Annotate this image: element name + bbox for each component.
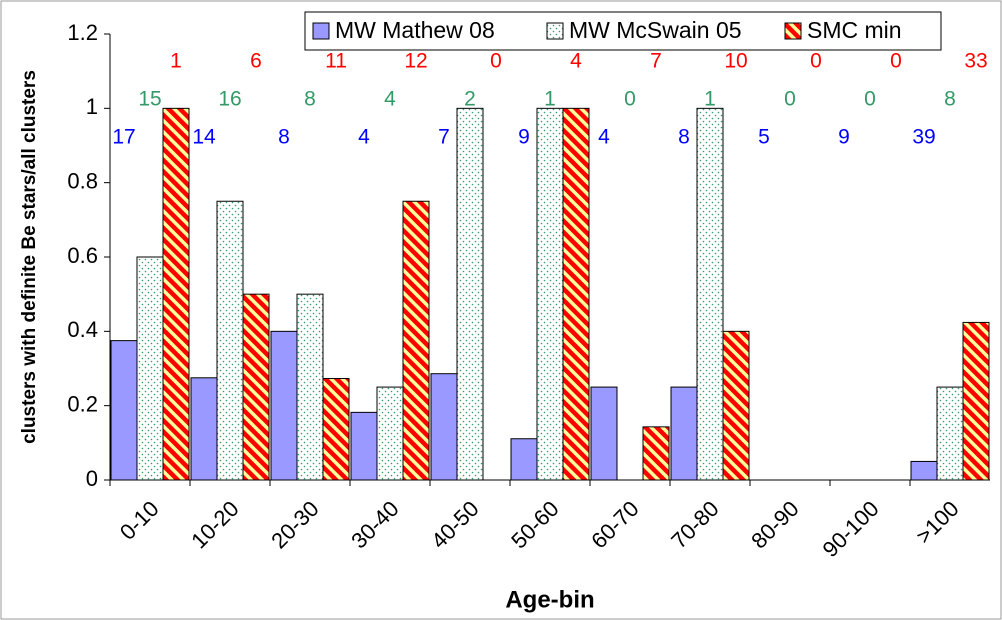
y-tick-label: 0 <box>86 466 98 491</box>
count-label: 9 <box>518 126 530 149</box>
bar <box>296 293 324 481</box>
count-label: 8 <box>304 88 316 111</box>
count-label: 4 <box>598 126 610 149</box>
count-label: 39 <box>912 126 935 149</box>
count-label: 2 <box>464 88 476 111</box>
bar <box>376 386 404 481</box>
bar <box>402 200 430 481</box>
bar <box>162 107 190 481</box>
y-tick-label: 0.4 <box>67 317 98 342</box>
bar <box>590 386 618 481</box>
count-label: 0 <box>890 50 902 73</box>
bar <box>242 293 270 481</box>
bar <box>642 426 670 481</box>
bar <box>322 378 350 481</box>
count-label: 12 <box>404 50 427 73</box>
bar <box>456 107 484 481</box>
count-label: 16 <box>218 88 241 111</box>
count-label: 8 <box>678 126 690 149</box>
bar <box>190 377 218 481</box>
bar <box>270 330 298 481</box>
y-tick-label: 0.2 <box>67 391 98 416</box>
legend-box <box>304 11 942 51</box>
count-label: 0 <box>864 88 876 111</box>
bar <box>350 411 378 481</box>
count-label: 4 <box>358 126 370 149</box>
bar <box>216 200 244 481</box>
bar <box>670 386 698 481</box>
bar <box>722 330 750 481</box>
count-label: 1 <box>544 88 556 111</box>
bar <box>562 107 590 481</box>
count-label: 1 <box>704 88 716 111</box>
count-label: 17 <box>112 126 135 149</box>
count-label: 7 <box>650 50 662 73</box>
count-label: 33 <box>964 50 987 73</box>
legend: MW Mathew 08 MW McSwain 05 SMC min <box>304 11 942 51</box>
legend-swatch <box>784 22 802 40</box>
bar <box>510 438 538 481</box>
bar <box>696 107 724 481</box>
y-tick-label: 0.6 <box>67 243 98 268</box>
count-label: 6 <box>250 50 262 73</box>
count-label: 8 <box>944 88 956 111</box>
count-label: 0 <box>624 88 636 111</box>
bar <box>910 460 938 481</box>
count-label: 15 <box>138 88 161 111</box>
legend-label: MW Mathew 08 <box>335 17 495 43</box>
count-label: 7 <box>438 126 450 149</box>
count-label: 0 <box>784 88 796 111</box>
count-label: 1 <box>170 50 182 73</box>
y-tick-label: 1 <box>86 94 98 119</box>
legend-label: SMC min <box>807 17 902 43</box>
count-label: 11 <box>325 50 347 73</box>
bar <box>936 386 964 481</box>
bar <box>110 340 138 481</box>
count-label: 4 <box>384 88 396 111</box>
legend-swatch <box>312 22 330 40</box>
y-tick-label: 1.2 <box>67 20 98 45</box>
bar <box>136 256 164 481</box>
count-label: 14 <box>192 126 216 149</box>
legend-label: MW McSwain 05 <box>569 17 742 43</box>
count-label: 10 <box>724 50 747 73</box>
bar <box>536 107 564 481</box>
y-tick-label: 0.8 <box>67 168 98 193</box>
count-label: 9 <box>838 126 850 149</box>
bar <box>430 373 458 481</box>
count-label: 0 <box>810 50 822 73</box>
y-axis-label: clusters with definite Be stars/all clus… <box>19 70 40 444</box>
count-label: 5 <box>758 126 770 149</box>
x-axis-label: Age-bin <box>505 586 594 613</box>
count-label: 8 <box>278 126 290 149</box>
count-label: 0 <box>490 50 502 73</box>
count-label: 4 <box>570 50 582 73</box>
bar <box>962 321 990 481</box>
legend-swatch <box>546 22 564 40</box>
